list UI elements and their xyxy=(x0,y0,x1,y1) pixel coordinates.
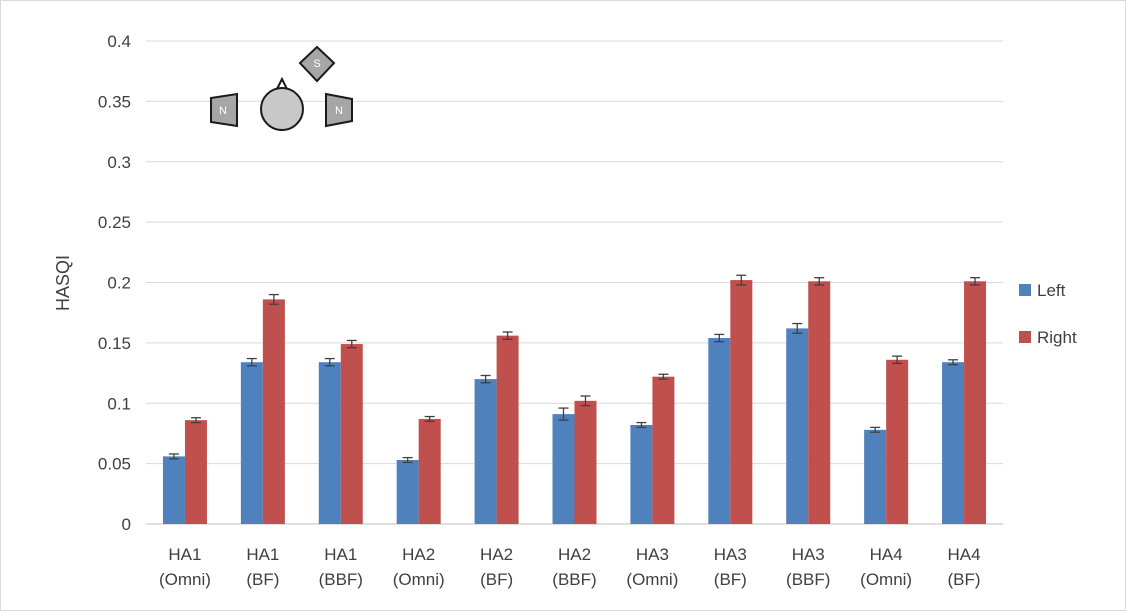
y-tick-labels: 0 0.05 0.1 0.15 0.2 0.25 0.3 0.35 0.4 xyxy=(98,32,131,534)
bar-left xyxy=(474,379,497,524)
x-tick-label: (Omni) xyxy=(626,570,678,589)
noise-left-label: N xyxy=(219,105,227,117)
y-tick-label: 0.3 xyxy=(107,153,131,172)
x-tick-label: (BBF) xyxy=(319,570,363,589)
bar-left xyxy=(708,338,731,524)
x-tick-label: HA1 xyxy=(246,545,279,564)
x-tick-label: HA1 xyxy=(324,545,357,564)
y-tick-label: 0.4 xyxy=(107,32,131,51)
x-tick-label: (BBF) xyxy=(786,570,830,589)
x-tick-label: HA3 xyxy=(792,545,825,564)
legend-swatch-right xyxy=(1019,331,1031,343)
legend-swatch-left xyxy=(1019,284,1031,296)
noise-left-icon: N xyxy=(210,92,238,128)
bar-right xyxy=(262,299,285,524)
x-tick-label: (Omni) xyxy=(393,570,445,589)
bar-right xyxy=(964,281,987,524)
x-tick-label: (BF) xyxy=(246,570,279,589)
y-tick-label: 0.05 xyxy=(98,455,131,474)
bar-right xyxy=(340,344,363,524)
bar-left xyxy=(864,429,887,524)
bars xyxy=(162,274,987,524)
x-tick-labels: HA1 (Omni) HA1 (BF) HA1 (BBF) HA2 (Omni) HA2 (BF)… xyxy=(159,545,981,589)
y-tick-label: 0.35 xyxy=(98,92,131,111)
bar-left xyxy=(240,362,263,524)
bar-right xyxy=(652,376,675,524)
bar-left xyxy=(318,362,341,524)
bar-right xyxy=(730,280,753,524)
x-tick-label: HA4 xyxy=(870,545,903,564)
source-label: S xyxy=(313,58,320,70)
x-tick-label: HA1 xyxy=(168,545,201,564)
bar-right xyxy=(886,359,909,524)
x-tick-label: HA2 xyxy=(402,545,435,564)
x-tick-label: (BF) xyxy=(480,570,513,589)
bar-right xyxy=(496,335,519,524)
x-tick-label: HA2 xyxy=(480,545,513,564)
y-tick-label: 0.25 xyxy=(98,213,131,232)
x-tick-label: HA3 xyxy=(636,545,669,564)
y-axis-title: HASQI xyxy=(53,255,73,311)
bar-right xyxy=(808,281,831,524)
x-tick-label: (Omni) xyxy=(860,570,912,589)
bar-right xyxy=(574,400,597,524)
x-tick-label: (BF) xyxy=(948,570,981,589)
bar-left xyxy=(786,328,809,524)
legend-label-left: Left xyxy=(1037,281,1066,300)
noise-right-icon: N xyxy=(325,92,353,128)
x-tick-label: (Omni) xyxy=(159,570,211,589)
x-tick-label: HA3 xyxy=(714,545,747,564)
x-tick-label: HA2 xyxy=(558,545,591,564)
y-tick-label: 0 xyxy=(122,515,131,534)
legend: Left Right xyxy=(1019,281,1077,347)
x-tick-label: HA4 xyxy=(948,545,981,564)
legend-label-right: Right xyxy=(1037,328,1077,347)
bar-right xyxy=(184,420,207,524)
bar-right xyxy=(418,418,441,524)
bar-left xyxy=(942,362,965,524)
noise-right-label: N xyxy=(335,105,343,117)
gridlines xyxy=(146,40,1003,525)
speaker-source-icon: S xyxy=(298,45,336,83)
bar-left xyxy=(396,460,419,524)
y-tick-label: 0.2 xyxy=(107,274,131,293)
y-tick-label: 0.1 xyxy=(107,394,131,413)
y-tick-label: 0.15 xyxy=(98,334,131,353)
scene-inset-icon: S N N xyxy=(210,45,353,131)
x-tick-label: (BF) xyxy=(714,570,747,589)
x-tick-label: (BBF) xyxy=(552,570,596,589)
bar-left xyxy=(552,414,575,524)
bar-left xyxy=(630,424,653,524)
bar-left xyxy=(162,456,185,524)
head-icon xyxy=(260,76,304,131)
